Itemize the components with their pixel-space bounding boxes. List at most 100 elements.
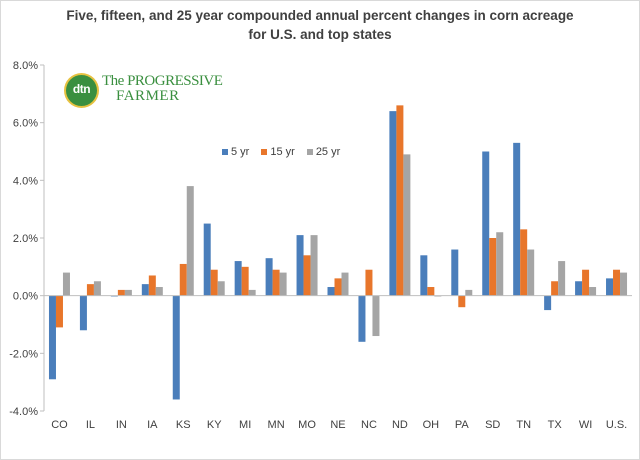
bar-15yr-ne [334, 278, 342, 296]
legend-swatch [261, 149, 268, 155]
bar-5yr-ne [327, 287, 335, 296]
bar-25yr-nc [372, 295, 380, 337]
bar-15yr-co [55, 295, 63, 328]
y-tick-label: 6.0% [13, 118, 38, 130]
x-tick-label: MN [268, 419, 285, 431]
bar-25yr-ia [155, 287, 163, 296]
y-tick-label: 8.0% [13, 60, 38, 72]
chart-title: Five, fifteen, and 25 year compounded an… [0, 6, 640, 44]
bar-5yr-oh [420, 255, 428, 296]
x-tick-label: TN [516, 419, 531, 431]
y-tick-label: 0.0% [13, 291, 38, 303]
bar-25yr-tn [527, 249, 535, 296]
bar-25yr-mn [279, 272, 287, 296]
bar-25yr-tx [558, 261, 566, 296]
bar-25yr-ky [217, 281, 225, 296]
bar-15yr-pa [458, 295, 466, 308]
bar-5yr-nd [389, 111, 397, 296]
bar-15yr-tx [551, 281, 559, 296]
bar-5yr-nc [358, 295, 366, 342]
bar-25yr-us [620, 272, 628, 296]
x-tick-label: NE [330, 419, 345, 431]
bar-15yr-wi [582, 269, 590, 296]
bar-25yr-mi [248, 289, 256, 296]
bar-5yr-tn [513, 142, 521, 296]
bar-15yr-ky [210, 269, 218, 296]
legend-label: 25 yr [315, 146, 341, 158]
logo-brand-line-2: FARMER [116, 88, 180, 104]
bar-25yr-co [62, 272, 70, 296]
chart-title-line-1: Five, fifteen, and 25 year compounded an… [66, 8, 574, 23]
x-tick-label: SD [485, 419, 500, 431]
chart-legend: 5 yr 15 yr 25 yr [222, 145, 340, 159]
y-tick-label: 4.0% [13, 175, 38, 187]
bar-15yr-mi [241, 266, 249, 296]
dtn-logo-mark: dtn [72, 82, 91, 96]
x-tick-label: TX [548, 419, 563, 431]
bar-5yr-mi [234, 261, 242, 296]
bar-15yr-nc [365, 269, 373, 296]
x-tick-label: U.S. [606, 419, 627, 431]
bar-15yr-us [613, 269, 621, 296]
x-tick-label: MO [298, 419, 316, 431]
x-tick-label: IA [147, 419, 158, 431]
bar-5yr-ky [203, 223, 211, 296]
bar-5yr-co [48, 295, 56, 380]
bar-15yr-il [86, 284, 94, 296]
legend-item: 5 yr [222, 145, 249, 159]
x-tick-label: MI [239, 419, 251, 431]
bar-15yr-mn [272, 269, 280, 296]
legend-item: 15 yr [261, 145, 295, 159]
x-tick-label: KY [207, 419, 222, 431]
bar-15yr-in [117, 289, 125, 296]
x-tick-label: PA [455, 419, 470, 431]
bar-5yr-wi [575, 281, 583, 296]
legend-label: 5 yr [231, 146, 250, 158]
bar-25yr-nd [403, 154, 411, 296]
bar-25yr-mo [310, 235, 318, 296]
bar-15yr-ks [179, 263, 187, 296]
bar-5yr-sd [482, 151, 490, 296]
y-tick-label: -4.0% [9, 406, 38, 418]
bar-25yr-il [93, 281, 101, 296]
bar-15yr-sd [489, 238, 497, 296]
y-tick-label: 2.0% [13, 233, 38, 245]
x-tick-label: ND [392, 419, 408, 431]
bar-25yr-wi [589, 287, 597, 296]
x-tick-label: NC [361, 419, 377, 431]
y-tick-label: -2.0% [9, 348, 38, 360]
bar-15yr-oh [427, 287, 435, 296]
bar-15yr-ia [148, 275, 156, 296]
legend-swatch [306, 149, 313, 155]
x-tick-label: KS [176, 419, 191, 431]
chart-title-line-2: for U.S. and top states [248, 27, 392, 42]
bar-25yr-pa [465, 289, 473, 296]
bar-25yr-ne [341, 272, 349, 296]
legend-item: 25 yr [306, 145, 341, 159]
x-tick-label: IN [116, 419, 127, 431]
bar-5yr-us [606, 278, 614, 296]
bar-5yr-mn [265, 258, 273, 296]
bar-15yr-nd [396, 105, 404, 296]
bar-5yr-ia [141, 284, 149, 296]
bar-15yr-mo [303, 255, 311, 296]
x-tick-label: WI [579, 419, 592, 431]
bar-5yr-pa [451, 249, 459, 296]
bar-5yr-ks [172, 295, 180, 400]
legend-swatch [222, 149, 228, 155]
bar-25yr-sd [496, 232, 504, 296]
bar-25yr-in [124, 289, 132, 296]
logo-brand-line-1: The PROGRESSIVE [102, 73, 223, 89]
bar-5yr-mo [296, 235, 304, 296]
legend-label: 15 yr [270, 146, 295, 158]
x-tick-label: IL [86, 419, 95, 431]
bar-25yr-ks [186, 186, 194, 296]
dtn-progressive-farmer-logo: dtn The PROGRESSIVE FARMER [64, 72, 223, 108]
x-tick-label: CO [51, 419, 68, 431]
bar-5yr-il [79, 295, 87, 331]
bar-5yr-tx [544, 295, 552, 311]
x-tick-label: OH [423, 419, 440, 431]
dtn-logo-icon: dtn [66, 75, 97, 106]
